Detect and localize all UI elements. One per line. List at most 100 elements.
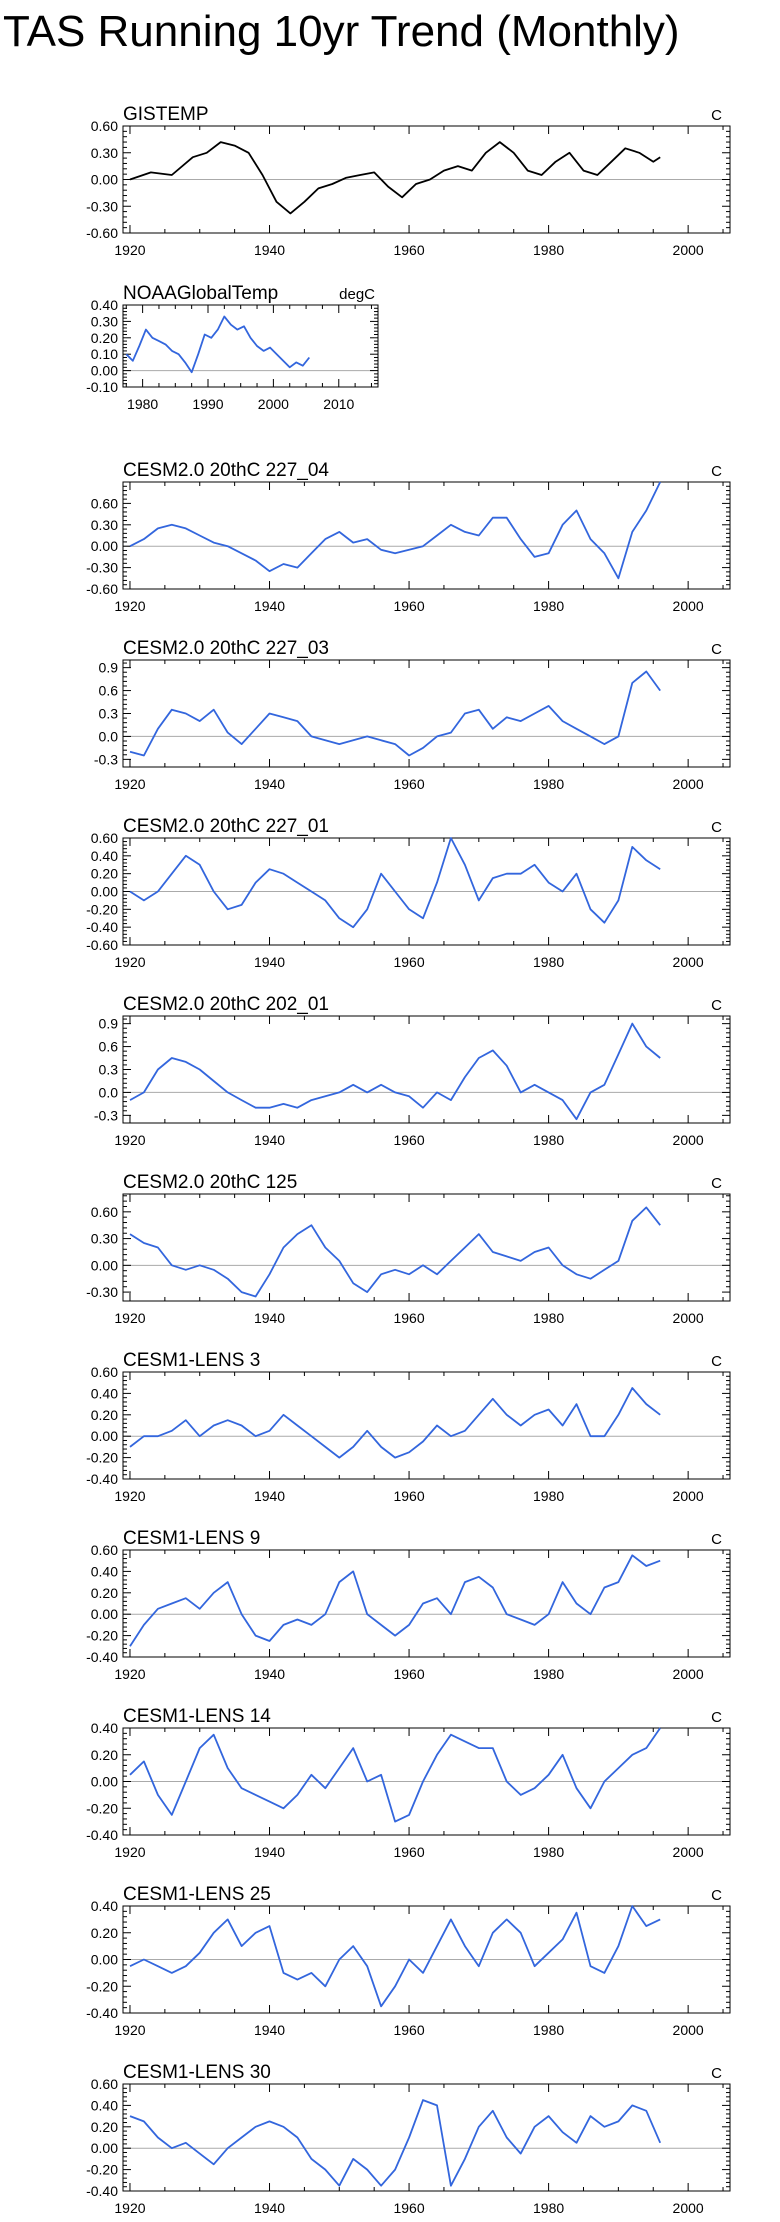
y-tick-label: 0.00 — [91, 1606, 118, 1622]
x-tick-label: 2000 — [673, 598, 704, 614]
y-tick-label: -0.3 — [94, 751, 118, 767]
y-tick-label: 0.60 — [91, 495, 118, 511]
panel-units: C — [711, 997, 722, 1014]
series-line — [125, 315, 311, 374]
panel-title: CESM1-LENS 14 — [123, 1706, 271, 1727]
x-tick-label: 2000 — [673, 776, 704, 792]
x-tick-label: 1920 — [114, 1132, 145, 1148]
x-tick-label: 1920 — [114, 1844, 145, 1860]
x-tick-label: 2000 — [673, 1488, 704, 1504]
panel-title: CESM2.0 20thC 125 — [123, 1172, 297, 1193]
x-tick-label: 1960 — [393, 954, 424, 970]
x-tick-label: 1960 — [393, 1488, 424, 1504]
panel-title: CESM2.0 20thC 202_01 — [123, 994, 329, 1015]
plot-frame — [122, 1193, 731, 1302]
y-tick-label: -0.30 — [86, 198, 118, 214]
panel-title: CESM1-LENS 25 — [123, 1884, 271, 1905]
panel-title: CESM1-LENS 30 — [123, 2062, 271, 2083]
x-tick-label: 1960 — [393, 1132, 424, 1148]
panel-units: C — [711, 641, 722, 658]
y-tick-label: 0.00 — [91, 363, 118, 379]
x-tick-label: 1940 — [254, 1488, 285, 1504]
x-tick-label: 1920 — [114, 1310, 145, 1326]
panel-lens9: CESM1-LENS 9 C -0.40 -0.20 0.00 0.20 0.40 0.60 1… — [86, 1528, 731, 1682]
y-tick-label: 0.30 — [91, 517, 118, 533]
x-tick-label: 1920 — [114, 1488, 145, 1504]
y-tick-label: -0.20 — [86, 1800, 118, 1816]
y-tick-label: 0.20 — [91, 866, 118, 882]
x-tick-label: 1940 — [254, 954, 285, 970]
series-line — [129, 1554, 661, 1647]
x-tick-label: 1980 — [533, 1844, 564, 1860]
y-tick-label: 0.60 — [91, 1204, 118, 1220]
panel-gistemp: GISTEMP C -0.60 -0.30 0.00 0.30 0.60 1920 1940 19… — [86, 104, 731, 258]
y-tick-label: 0.0 — [99, 1084, 119, 1100]
x-tick-label: 2000 — [673, 2200, 704, 2216]
x-tick-label: 1960 — [393, 776, 424, 792]
x-tick-label: 1940 — [254, 776, 285, 792]
x-tick-label: 1980 — [533, 1310, 564, 1326]
panel-units: C — [711, 1709, 722, 1726]
series-line — [129, 1206, 661, 1298]
x-tick-label: 2000 — [673, 1310, 704, 1326]
y-tick-label: 0.9 — [99, 1016, 119, 1032]
y-tick-label: 0.20 — [91, 1925, 118, 1941]
y-tick-label: 0.40 — [91, 1385, 118, 1401]
panel-title: CESM2.0 20thC 227_01 — [123, 816, 329, 837]
series-line — [129, 837, 661, 929]
y-tick-label: -0.30 — [86, 560, 118, 576]
y-tick-label: 0.3 — [99, 1062, 119, 1078]
y-tick-label: 0.40 — [91, 2097, 118, 2113]
x-tick-label: 1980 — [533, 1488, 564, 1504]
x-tick-label: 1960 — [393, 2022, 424, 2038]
y-tick-label: 0.20 — [91, 330, 118, 346]
series-line — [129, 1387, 661, 1459]
series-line — [129, 2099, 662, 2187]
y-tick-label: 0.40 — [91, 848, 118, 864]
x-tick-label: 1920 — [114, 242, 145, 258]
y-tick-label: 0.3 — [99, 706, 119, 722]
y-tick-label: 0.40 — [91, 1563, 118, 1579]
panel-title: CESM2.0 20thC 227_03 — [123, 638, 329, 659]
series-line — [129, 670, 661, 757]
y-tick-label: -0.60 — [86, 581, 118, 597]
x-tick-label: 1940 — [254, 1132, 285, 1148]
panel-title: CESM1-LENS 3 — [123, 1350, 260, 1371]
x-tick-label: 1940 — [254, 2022, 285, 2038]
y-tick-label: -0.20 — [86, 2162, 118, 2178]
x-tick-label: 1920 — [114, 2200, 145, 2216]
panel-lens25: CESM1-LENS 25 C -0.40 -0.20 0.00 0.20 0.40 1920… — [86, 1884, 731, 2038]
y-tick-label: 0.30 — [91, 145, 118, 161]
x-tick-label: 1920 — [114, 954, 145, 970]
x-tick-label: 1980 — [533, 954, 564, 970]
x-tick-label: 1960 — [393, 1666, 424, 1682]
x-tick-label: 2000 — [673, 1132, 704, 1148]
x-tick-label: 2010 — [323, 396, 354, 412]
y-tick-label: 0.40 — [91, 297, 118, 313]
x-tick-label: 1980 — [533, 1132, 564, 1148]
x-tick-label: 1980 — [533, 2200, 564, 2216]
plot-frame — [122, 1371, 731, 1480]
x-tick-label: 1960 — [393, 2200, 424, 2216]
panel-lens3: CESM1-LENS 3 C -0.40 -0.20 0.00 0.20 0.40 0.60 1… — [86, 1350, 731, 1504]
y-tick-label: -0.60 — [86, 937, 118, 953]
series-line — [129, 1022, 661, 1121]
panel-units: C — [711, 1175, 722, 1192]
x-tick-label: 1920 — [114, 1666, 145, 1682]
y-tick-label: 0.0 — [99, 728, 119, 744]
series-line — [129, 1727, 661, 1823]
plot-frame — [122, 1549, 731, 1658]
plot-frame — [122, 659, 731, 768]
plot-frame — [122, 1015, 731, 1124]
y-tick-label: -0.20 — [86, 1450, 118, 1466]
y-tick-label: 0.30 — [91, 313, 118, 329]
y-tick-label: 0.60 — [91, 1542, 118, 1558]
panel-cesm2_125: CESM2.0 20thC 125 C -0.30 0.00 0.30 0.60 1920 1… — [86, 1172, 731, 1326]
x-tick-label: 2000 — [673, 242, 704, 258]
y-tick-label: 0.20 — [91, 1747, 118, 1763]
y-tick-label: 0.10 — [91, 346, 118, 362]
panel-title: NOAAGlobalTemp — [123, 283, 278, 304]
y-tick-label: 0.60 — [91, 830, 118, 846]
x-tick-label: 1990 — [192, 396, 223, 412]
y-tick-label: -0.40 — [86, 2005, 118, 2021]
